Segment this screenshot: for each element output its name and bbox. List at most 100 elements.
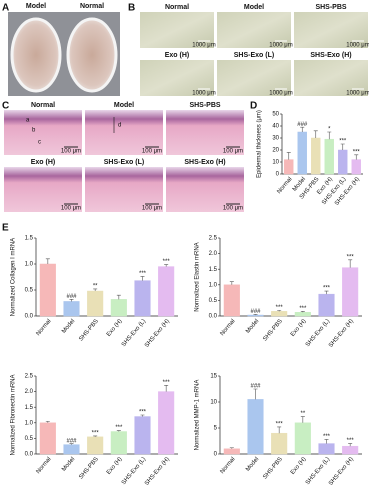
y-tick-label: 1.5 <box>209 267 218 273</box>
significance-label: *** <box>347 254 355 260</box>
error-bar <box>116 294 121 300</box>
bar <box>338 149 348 175</box>
bar <box>284 159 294 175</box>
scale-bar-label: 100 μm <box>142 206 162 212</box>
x-tick-label: Model <box>245 456 260 472</box>
y-tick-label: 2.0 <box>25 389 34 395</box>
significance-label: ** <box>300 411 305 417</box>
y-axis-label: Normalized Elastin mRNA <box>195 242 201 311</box>
y-tick-label: 0.0 <box>25 314 34 320</box>
y-tick-label: 1.0 <box>25 262 34 268</box>
error-bar <box>164 385 169 392</box>
bar <box>247 314 264 317</box>
x-tick-label: SHS-PBS <box>262 456 284 480</box>
y-tick-label: 10 <box>210 400 217 406</box>
significance-label: ** <box>93 284 98 290</box>
image-label: Normal <box>31 102 55 109</box>
panel-label: E <box>2 223 9 234</box>
error-bar <box>93 288 98 292</box>
x-tick-label: Exo (H) <box>290 318 308 337</box>
image-label: SHS-PBS <box>189 102 220 109</box>
significance-label: *** <box>299 306 307 312</box>
scale-bar-label: 100 μm <box>223 206 243 212</box>
scale-bar-label: 1000 μm <box>192 91 215 97</box>
error-bar <box>253 388 258 400</box>
significance-label: ### <box>66 294 77 300</box>
image-label: Normal <box>165 4 189 11</box>
bar <box>351 159 361 175</box>
histology-annotation: b <box>32 128 36 134</box>
mouse-photo <box>10 17 62 93</box>
y-tick-label: 2.5 <box>209 236 218 242</box>
image-label: Model <box>114 102 134 109</box>
microscopy-image <box>294 12 368 48</box>
bar <box>324 138 334 175</box>
y-tick-label: 15 <box>210 374 217 380</box>
significance-label: ### <box>297 122 308 128</box>
microscopy-image <box>140 12 214 48</box>
bar <box>134 280 151 317</box>
y-tick-label: 30 <box>272 136 279 142</box>
y-tick-label: 0.5 <box>209 298 218 304</box>
bar <box>39 422 56 455</box>
image-label: SHS-Exo (L) <box>104 159 144 166</box>
y-tick-label: 0 <box>276 172 280 178</box>
scale-bar-label: 1000 μm <box>192 43 215 49</box>
error-bar <box>45 420 50 423</box>
y-tick-label: 2.0 <box>209 251 218 257</box>
significance-label: *** <box>276 422 284 428</box>
error-bar <box>116 430 121 432</box>
error-bar <box>140 414 145 417</box>
significance-label: *** <box>347 438 355 444</box>
x-tick-label: SHS-Exo (L) <box>305 456 331 486</box>
significance-label: *** <box>139 271 147 277</box>
histology-annotation: a <box>26 118 30 124</box>
bar <box>158 391 175 455</box>
x-tick-label: SHS-Exo (L) <box>305 318 331 348</box>
x-tick-label: SHS-Exo (H) <box>328 456 355 486</box>
y-tick-label: 1.5 <box>25 236 34 242</box>
image-label: SHS-PBS <box>315 4 346 11</box>
error-bar <box>93 435 98 437</box>
y-tick-label: 20 <box>272 148 279 154</box>
error-bar <box>313 130 318 138</box>
bar <box>63 444 80 455</box>
error-bar <box>324 290 329 295</box>
image-label: SHS-Exo (H) <box>184 159 225 166</box>
significance-label: *** <box>139 410 147 416</box>
bar <box>318 443 335 455</box>
significance-label: *** <box>353 149 361 155</box>
significance-label: ### <box>250 309 261 315</box>
bar <box>223 284 240 317</box>
significance-label: * <box>328 127 331 133</box>
panel-label: B <box>128 3 135 14</box>
image-label: Exo (H) <box>165 52 190 59</box>
x-tick-label: Exo (H) <box>106 318 124 337</box>
microscopy-image <box>217 60 291 96</box>
histology-annotation: c <box>38 140 41 146</box>
y-tick-label: 5 <box>214 426 218 432</box>
bar <box>271 311 288 317</box>
y-tick-label: 0.5 <box>25 436 34 442</box>
scale-bar-label: 100 μm <box>223 149 243 155</box>
y-tick-label: 1.0 <box>209 282 218 288</box>
bar <box>87 436 104 455</box>
error-bar <box>300 416 305 423</box>
significance-label: *** <box>163 259 171 265</box>
bar <box>158 266 175 317</box>
bar <box>223 448 240 455</box>
y-axis-label: Epidermal thickness (μm) <box>257 110 263 178</box>
microscopy-image <box>294 60 368 96</box>
error-bar <box>140 276 145 281</box>
error-bar <box>348 259 353 268</box>
scale-bar-label: 100 μm <box>61 206 81 212</box>
error-bar <box>253 314 258 316</box>
error-bar <box>340 143 345 150</box>
bar <box>342 267 359 317</box>
y-tick-label: 10 <box>272 160 279 166</box>
significance-label: *** <box>339 139 347 145</box>
x-tick-label: Model <box>61 318 76 334</box>
error-bar <box>286 152 291 160</box>
